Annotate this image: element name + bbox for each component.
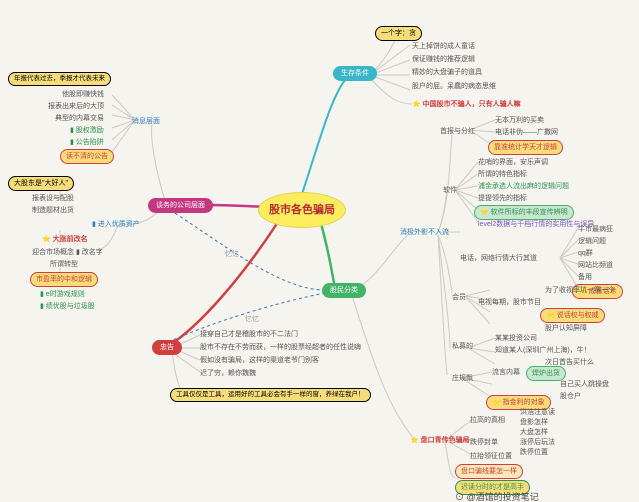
r-g1-pill-label: 靠准统计学天才逻辑	[494, 144, 557, 151]
r-g6-pill-orange-label: ⭐ 指金利的对象	[492, 399, 545, 406]
left-sub1-i2: 典型的内幕交易	[55, 114, 104, 123]
left-sub1-bubble-top-label: 年报代表过去，季报才代表未来	[14, 75, 105, 82]
left-branch-label: 谈务的公司层面	[156, 202, 205, 209]
left-sub2-t0: 报表设与配股	[32, 194, 74, 203]
right-branch: 股民分类	[322, 283, 366, 298]
top-branch: 生存条件	[333, 66, 377, 81]
r-g5-label: 私募的	[452, 342, 473, 351]
bottom-l2: 假如没有骗局，这样的渠道老爷门别客	[200, 356, 319, 365]
r-g6-pill-green-label: 焊炉出货	[532, 370, 560, 377]
bottom-branch: 忠告	[152, 340, 182, 355]
r-g6-pill-green: 焊炉出货	[526, 366, 566, 381]
left-sub1-i3: ▮ 股权激励	[70, 126, 104, 135]
left-sub2-b1: ▮ 绩优股与垃圾股	[40, 302, 95, 311]
top-line-0: 天上掉饼的成人童话	[412, 42, 475, 51]
r-g2-pill-label: ⭐ 软件所标的丰段宣传辨明	[480, 209, 568, 216]
r-g2-i0: 花哨的界面，安乐声调	[478, 158, 548, 167]
r-g5-i0: 某某投资公司	[495, 334, 537, 343]
left-sub2-m1: 所谓转型	[50, 260, 78, 269]
r-g7-i2: 大盘怎样	[520, 428, 548, 437]
r-g7-i3: 涨停后玩法	[520, 438, 555, 447]
r-g2-i1: 所谓的特色指标	[478, 170, 527, 179]
r-g2-label: 软件	[443, 186, 457, 195]
r-g6-sub: 流言内幕	[492, 368, 520, 377]
right-branch-label: 股民分类	[330, 287, 358, 294]
r-g1-label: 首报与分红	[440, 127, 475, 136]
r-g3-i2: qq群	[578, 249, 593, 258]
r-g1-i1: 电话非伪——广撒网	[495, 128, 558, 137]
r-g6-i1: 股仓户	[560, 392, 581, 401]
left-branch: 谈务的公司层面	[148, 198, 213, 213]
bottom-bubble: 工具仅仅是工具，运用好的工具必会有手一样的窗，养绿在我户！	[170, 388, 371, 402]
r-g4-pill: ⭐ 说话权与权威	[540, 308, 605, 323]
center-label: 股市各色骗局	[269, 203, 335, 217]
crosslink-2: 忆忆	[245, 315, 259, 324]
left-sub2-pill: 市盈率的中和逻辑	[30, 272, 98, 287]
r-g7-l1: 拉高的真相	[470, 416, 505, 425]
left-sub2-t1: 制造题材出货	[32, 206, 74, 215]
r-g4-pill-label: ⭐ 说话权与权威	[546, 312, 599, 319]
left-sub2-link: ▮ 进入优质资产	[92, 220, 140, 229]
left-sub1: 消息层面	[132, 117, 160, 126]
left-sub2-m0: 迎合市场概念 ▮ 改名字	[32, 248, 103, 257]
watermark: ⊙ @酒馆的投资笔记	[455, 490, 539, 502]
r-g5-i1: 知道某人(深圳广州上海)，牛！	[495, 346, 591, 355]
r-g7-l2: 跌停封单	[470, 438, 498, 447]
r-g4-l1: 为了收视率坑一赛一个	[545, 286, 615, 295]
right-main: 消极外影不入流	[400, 228, 449, 237]
r-g7-pill1-label: 盘口骗线要怎一样	[461, 468, 517, 475]
r-g7-title: ⭐ 盘口青传色骗局	[410, 436, 470, 445]
bottom-l1: 股市不存在不劳而获，一样的股票经超者的任性说嗨	[200, 343, 361, 352]
r-g2-i4: level2数据与千档行情的实用性与误导	[478, 220, 594, 229]
r-g2-i3: 提提领先的指标	[478, 194, 527, 203]
bottom-bubble-label: 工具仅仅是工具，运用好的工具必会有手一样的窗，养绿在我户！	[176, 391, 365, 398]
r-g4-extra: 股户认知屏障	[545, 324, 587, 333]
left-sub1-i4: ▮ 公告陷阱	[70, 138, 104, 147]
r-g3-i0: 牛市最病狂	[578, 225, 613, 234]
left-sub2-bubble: 大股东是"大好人"	[8, 176, 74, 191]
top-line-2: 精妙的大盘骗子的道具	[412, 68, 482, 77]
r-g4-sub: 电视每期，股市节目	[478, 298, 541, 307]
r-g2-i2: 浦金承选人流出麻的逻辑问题	[478, 182, 569, 191]
left-sub1-pill-bottom: 读不清的公告	[60, 149, 114, 164]
top-line-3: 股户的屁。呆蠢的病态思维	[412, 82, 496, 91]
r-g4-label: 会员	[452, 293, 466, 302]
r-g6-i0: 自己买人跳操盘	[560, 380, 609, 389]
top-red-line: ⭐ 中国股市不骗人，只有人骗人嘛	[412, 100, 521, 109]
r-g3-i3: 网站比频道	[578, 261, 613, 270]
left-sub2-red: ⭐ 大涨前改名	[42, 235, 88, 244]
center-node: 股市各色骗局	[258, 192, 346, 228]
r-g7-i1: 盘影怎样	[520, 418, 548, 427]
r-g2-pill: ⭐ 软件所标的丰段宣传辨明	[474, 205, 574, 220]
mindmap-canvas: 股市各色骗局 生存条件 一个字：贪 天上掉饼的成人童话 保证赚钱的推荐逻辑 精妙…	[0, 0, 639, 502]
r-g7-i4: 跌停位置	[520, 448, 548, 457]
top-line-1: 保证赚钱的推荐逻辑	[412, 55, 475, 64]
left-sub2-pill-label: 市盈率的中和逻辑	[36, 276, 92, 283]
r-g1-pill: 靠准统计学天才逻辑	[488, 140, 563, 155]
bottom-l0: 接穿自己才是稽股市的不二法门	[200, 330, 298, 339]
r-g3-i4: 备用	[578, 273, 592, 282]
top-bubble: 一个字：贪	[375, 26, 422, 41]
r-g6-label: 庄规飘	[452, 374, 473, 383]
r-g7-l3: 拉抬领征位置	[470, 452, 512, 461]
top-branch-label: 生存条件	[341, 70, 369, 77]
left-sub2-b0: ▮ e时游戏规则	[40, 290, 85, 299]
left-sub2-bubble-label: 大股东是"大好人"	[14, 180, 68, 187]
left-sub1-pill-bottom-label: 读不清的公告	[66, 153, 108, 160]
r-g7-i0: 洪浩注意读	[520, 408, 555, 417]
r-g7-pill1: 盘口骗线要怎一样	[455, 464, 523, 479]
left-sub1-bubble-top: 年报代表过去，季报才代表未来	[8, 72, 111, 86]
bottom-branch-label: 忠告	[160, 344, 174, 351]
left-sub1-i0: 他股即赚快钱	[62, 90, 104, 99]
r-g3-label: 电话，网络行情大行其道	[460, 254, 537, 263]
top-bubble-label: 一个字：贪	[381, 30, 416, 37]
crosslink-1: 忆忆	[225, 250, 239, 259]
bottom-l3: 迟了穷，赖你魏魏	[200, 369, 256, 378]
left-sub1-i1: 报表出来后的大顶	[48, 102, 104, 111]
r-g3-i1: 逻辑问题	[578, 237, 606, 246]
r-g1-i0: 无本万利的买卖	[495, 116, 544, 125]
